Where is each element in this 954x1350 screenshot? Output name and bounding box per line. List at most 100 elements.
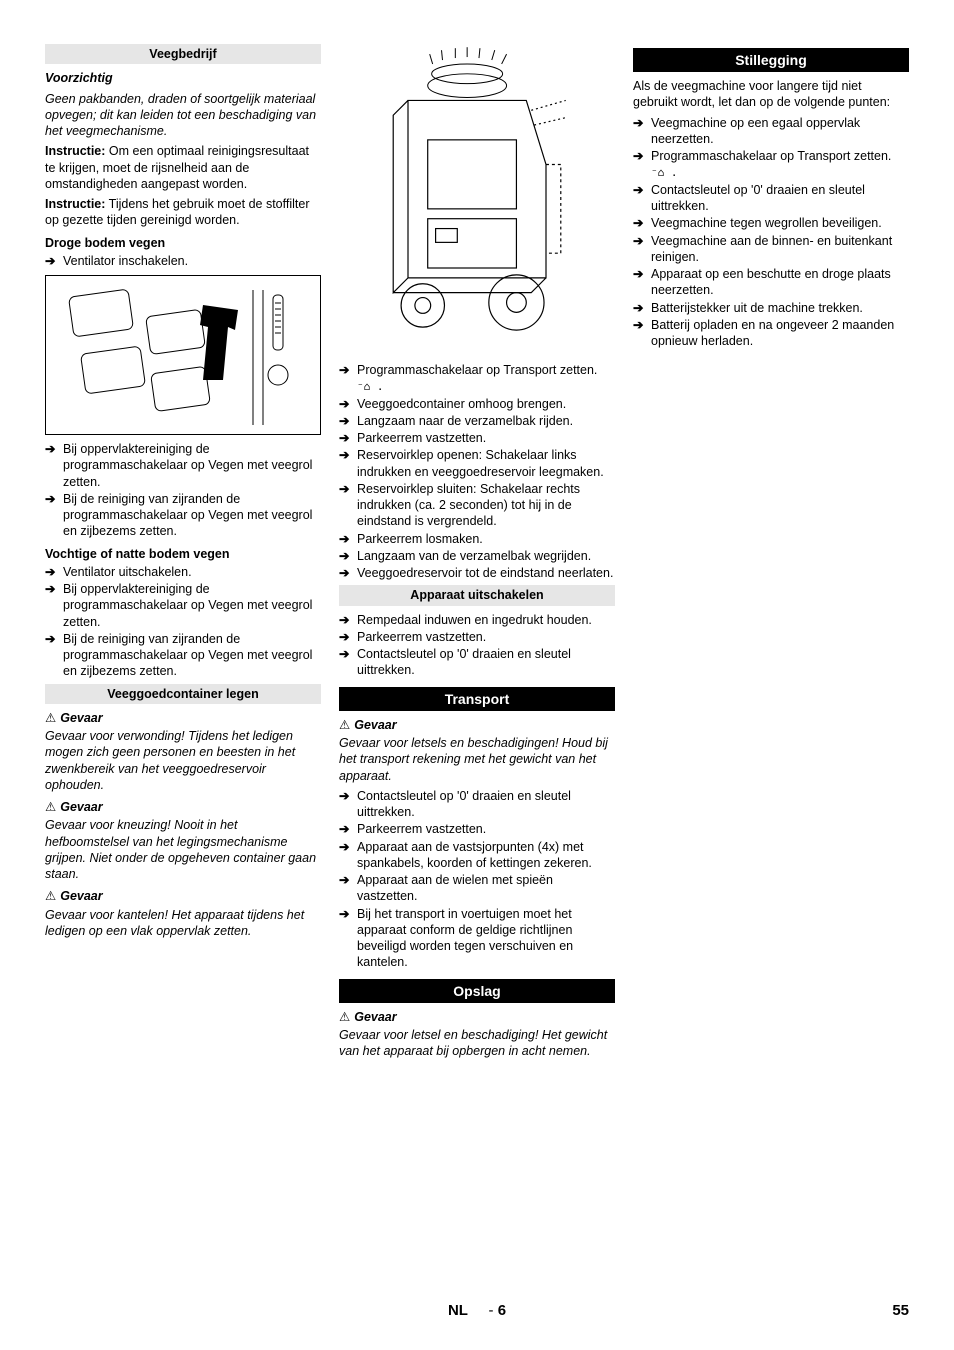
stillegging-intro: Als de veegmachine voor langere tijd nie…: [633, 78, 909, 111]
danger-heading-1: ⚠Gevaar: [45, 710, 321, 726]
bullet-item: ➔Langzaam van de verzamelbak wegrijden.: [339, 548, 615, 564]
bullet-item: ➔Rempedaal induwen en ingedrukt houden.: [339, 612, 615, 628]
instructie-1: Instructie: Om een optimaal reinigingsre…: [45, 143, 321, 192]
arrow-icon: ➔: [633, 317, 651, 350]
footer-center: NL - 6: [448, 1301, 506, 1321]
bullet-text: Veegmachine op een egaal oppervlak neerz…: [651, 115, 909, 148]
heading-legen: Veeggoedcontainer legen: [45, 684, 321, 704]
danger-label: Gevaar: [354, 1009, 396, 1025]
danger-label: Gevaar: [60, 888, 102, 904]
bullet-text: Veegmachine tegen wegrollen beveiligen.: [651, 215, 909, 231]
arrow-icon: ➔: [339, 362, 357, 395]
arrow-icon: ➔: [45, 491, 63, 540]
arrow-icon: ➔: [339, 646, 357, 679]
bullet-item: ➔Veegmachine tegen wegrollen beveiligen.: [633, 215, 909, 231]
bullet-item: ➔Apparaat aan de wielen met spieën vastz…: [339, 872, 615, 905]
danger-heading-opslag: ⚠Gevaar: [339, 1009, 615, 1025]
danger-heading-transport: ⚠Gevaar: [339, 717, 615, 733]
bullet-item: ➔Veegmachine op een egaal oppervlak neer…: [633, 115, 909, 148]
bullet-item: ➔Bij oppervlaktereiniging de programmasc…: [45, 581, 321, 630]
bullet-text: Ventilator uitschakelen.: [63, 564, 321, 580]
danger-label: Gevaar: [60, 710, 102, 726]
warning-icon: ⚠: [45, 888, 56, 904]
bullet-text: Parkeerrem vastzetten.: [357, 430, 615, 446]
arrow-icon: ➔: [339, 548, 357, 564]
arrow-icon: ➔: [339, 413, 357, 429]
arrow-icon: ➔: [339, 447, 357, 480]
bullet-text: Contactsleutel op '0' draaien en sleutel…: [357, 646, 615, 679]
arrow-icon: ➔: [339, 565, 357, 581]
bullet-text: Apparaat aan de vastsjorpunten (4x) met …: [357, 839, 615, 872]
bullet-text: Programmaschakelaar op Transport zetten.…: [651, 148, 909, 181]
arrow-icon: ➔: [339, 788, 357, 821]
arrow-icon: ➔: [633, 300, 651, 316]
illustration-machine: [339, 44, 615, 354]
danger-text: Gevaar voor letsels en beschadigingen! H…: [339, 735, 615, 784]
arrow-icon: ➔: [633, 115, 651, 148]
warning-icon: ⚠: [339, 717, 350, 733]
bullet-text: Reservoirklep sluiten: Schakelaar rechts…: [357, 481, 615, 530]
bullet-text: Batterij opladen en na ongeveer 2 maande…: [651, 317, 909, 350]
heading-app-uit: Apparaat uitschakelen: [339, 585, 615, 605]
bullet-text: Bij het transport in voertuigen moet het…: [357, 906, 615, 971]
bullet-text: Apparaat aan de wielen met spieën vastze…: [357, 872, 615, 905]
arrow-icon: ➔: [45, 253, 63, 269]
bullet-text: Parkeerrem vastzetten.: [357, 629, 615, 645]
bullet-text: Veegmachine aan de binnen- en buitenkant…: [651, 233, 909, 266]
bullet-item: ➔Parkeerrem vastzetten.: [339, 821, 615, 837]
arrow-icon: ➔: [339, 481, 357, 530]
transport-icon: ⁻⌂ .: [357, 380, 384, 393]
bullet-text: Bij oppervlaktereiniging de programmasch…: [63, 441, 321, 490]
arrow-icon: ➔: [339, 612, 357, 628]
bullet-item: ➔Bij het transport in voertuigen moet he…: [339, 906, 615, 971]
warning-icon: ⚠: [339, 1009, 350, 1025]
bullet-item: ➔Bij oppervlaktereiniging de programmasc…: [45, 441, 321, 490]
arrow-icon: ➔: [339, 430, 357, 446]
bullet-item: ➔Veegmachine aan de binnen- en buitenkan…: [633, 233, 909, 266]
column-2: ➔Programmaschakelaar op Transport zetten…: [339, 40, 615, 1063]
bullet-item: ➔Programmaschakelaar op Transport zetten…: [339, 362, 615, 395]
bullet-item: ➔Apparaat aan de vastsjorpunten (4x) met…: [339, 839, 615, 872]
danger-label: Gevaar: [60, 799, 102, 815]
arrow-icon: ➔: [45, 631, 63, 680]
bullet-item: ➔Veeggoedcontainer omhoog brengen.: [339, 396, 615, 412]
bullet-text: Bij oppervlaktereiniging de programmasch…: [63, 581, 321, 630]
bullet-item: ➔Batterij opladen en na ongeveer 2 maand…: [633, 317, 909, 350]
danger-text: Gevaar voor letsel en beschadiging! Het …: [339, 1027, 615, 1060]
instructie-2-label: Instructie:: [45, 197, 105, 211]
bullet-item: ➔Contactsleutel op '0' draaien en sleute…: [339, 646, 615, 679]
bullet-item: ➔Ventilator inschakelen.: [45, 253, 321, 269]
bullet-text: Bij de reiniging van zijranden de progra…: [63, 491, 321, 540]
bullet-text: Contactsleutel op '0' draaien en sleutel…: [651, 182, 909, 215]
footer-page-number: 55: [892, 1301, 909, 1321]
bullet-item: ➔Batterijstekker uit de machine trekken.: [633, 300, 909, 316]
bullet-text: Rempedaal induwen en ingedrukt houden.: [357, 612, 615, 628]
arrow-icon: ➔: [339, 821, 357, 837]
instructie-1-label: Instructie:: [45, 144, 105, 158]
column-3: Stillegging Als de veegmachine voor lang…: [633, 40, 909, 1063]
bullet-text: Langzaam van de verzamelbak wegrijden.: [357, 548, 615, 564]
illustration-panel: [45, 275, 321, 435]
danger-text: Gevaar voor kneuzing! Nooit in het hefbo…: [45, 817, 321, 882]
bullet-item: ➔Langzaam naar de verzamelbak rijden.: [339, 413, 615, 429]
bullet-text: Parkeerrem losmaken.: [357, 531, 615, 547]
bullet-item: ➔Bij de reiniging van zijranden de progr…: [45, 631, 321, 680]
bullet-item: ➔Contactsleutel op '0' draaien en sleute…: [339, 788, 615, 821]
arrow-icon: ➔: [339, 906, 357, 971]
arrow-icon: ➔: [339, 839, 357, 872]
bullet-item: ➔Ventilator uitschakelen.: [45, 564, 321, 580]
columns-wrapper: Veegbedrijf Voorzichtig Geen pakbanden, …: [45, 40, 909, 1063]
arrow-icon: ➔: [45, 441, 63, 490]
bullet-text: Langzaam naar de verzamelbak rijden.: [357, 413, 615, 429]
bullet-item: ➔Reservoirklep openen: Schakelaar links …: [339, 447, 615, 480]
transport-icon: ⁻⌂ .: [651, 166, 678, 179]
arrow-icon: ➔: [633, 182, 651, 215]
danger-text: Gevaar voor kantelen! Het apparaat tijde…: [45, 907, 321, 940]
danger-heading-3: ⚠Gevaar: [45, 888, 321, 904]
arrow-icon: ➔: [339, 629, 357, 645]
column-1: Veegbedrijf Voorzichtig Geen pakbanden, …: [45, 40, 321, 1063]
voorzichtig-text: Geen pakbanden, draden of soortgelijk ma…: [45, 91, 321, 140]
heading-droge: Droge bodem vegen: [45, 235, 321, 251]
arrow-icon: ➔: [633, 266, 651, 299]
warning-icon: ⚠: [45, 799, 56, 815]
